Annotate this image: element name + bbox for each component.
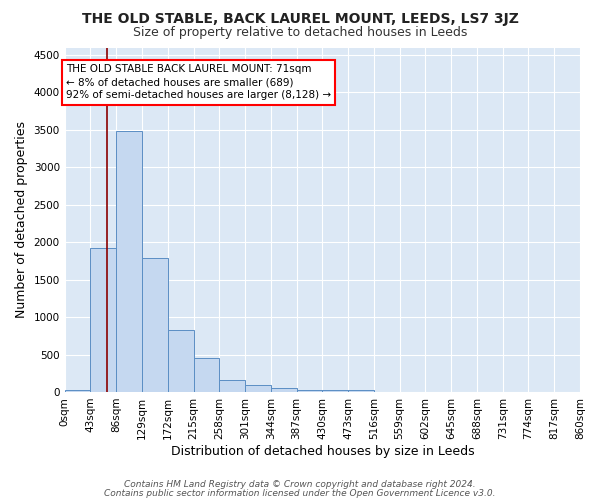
Bar	[65, 390, 91, 392]
Bar	[91, 248, 116, 392]
Text: THE OLD STABLE BACK LAUREL MOUNT: 71sqm
← 8% of detached houses are smaller (689: THE OLD STABLE BACK LAUREL MOUNT: 71sqm …	[66, 64, 331, 100]
Text: THE OLD STABLE, BACK LAUREL MOUNT, LEEDS, LS7 3JZ: THE OLD STABLE, BACK LAUREL MOUNT, LEEDS…	[82, 12, 518, 26]
Bar	[322, 390, 348, 392]
Bar	[271, 388, 296, 392]
Bar	[348, 390, 374, 392]
Bar	[219, 380, 245, 392]
Bar	[193, 358, 219, 392]
Bar	[168, 330, 193, 392]
Bar	[296, 390, 322, 392]
Bar	[245, 385, 271, 392]
Text: Contains public sector information licensed under the Open Government Licence v3: Contains public sector information licen…	[104, 488, 496, 498]
Bar	[116, 132, 142, 392]
Text: Contains HM Land Registry data © Crown copyright and database right 2024.: Contains HM Land Registry data © Crown c…	[124, 480, 476, 489]
Bar	[142, 258, 168, 392]
X-axis label: Distribution of detached houses by size in Leeds: Distribution of detached houses by size …	[170, 444, 474, 458]
Y-axis label: Number of detached properties: Number of detached properties	[15, 121, 28, 318]
Text: Size of property relative to detached houses in Leeds: Size of property relative to detached ho…	[133, 26, 467, 39]
